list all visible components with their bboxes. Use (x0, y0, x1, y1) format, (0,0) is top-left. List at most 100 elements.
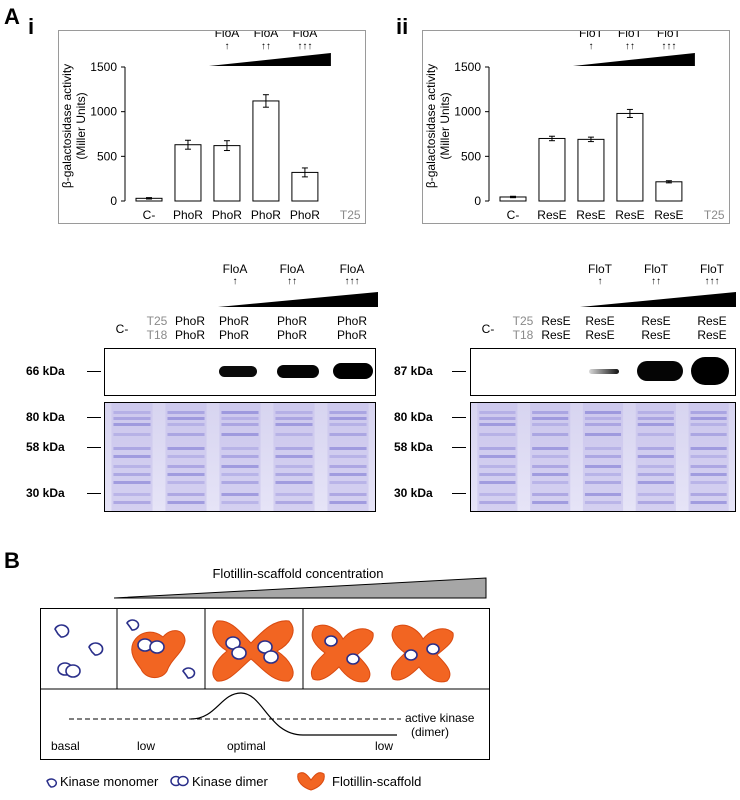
blot-ii-lane1-bottom: ResE (541, 328, 571, 342)
gel-ii-lane-2-band-0 (584, 411, 622, 414)
gel-i-lane-4-band-4 (329, 447, 367, 450)
blot-i-coomassie-gel (104, 402, 376, 512)
gel-i-lane-2-band-1 (221, 417, 259, 420)
chart-i-protein-arrow-0: ↑ (224, 41, 229, 52)
chart-i-ytick-label-1: 500 (97, 149, 117, 163)
blot-i-lane4-top: PhoR (336, 314, 368, 328)
gel-ii-lane-1-band-8 (532, 481, 569, 484)
gel-i-lane-3-band-2 (275, 423, 313, 426)
legend-dimer: Kinase dimer (192, 774, 268, 789)
legend: Kinase monomer Kinase dimer Flotillin-sc… (44, 770, 484, 792)
gel-ii-lane-4-band-10 (690, 501, 727, 504)
gel-i-lane-4-band-0 (329, 411, 367, 414)
gel-ii-lane-2-band-6 (584, 465, 622, 468)
chart-ii-protein-label-0: FloT (579, 31, 604, 40)
blot-ii-lane3-top: ResE (641, 314, 671, 328)
gel-ii-lane-1-band-3 (532, 433, 569, 436)
blot-i-western (104, 348, 376, 396)
blot-ii-lane-neg: C- (481, 322, 495, 336)
gel-i-lane-2-band-10 (221, 501, 259, 504)
chart-i-frame: β-galactosidase activity (Miller Units) … (58, 26, 366, 236)
gradient-label: Flotillin-scaffold concentration (212, 566, 384, 581)
chart-i-bar-1 (174, 144, 202, 202)
low-monomer-icon-1 (126, 619, 140, 631)
gel-ii-lane-0-band-8 (479, 481, 516, 484)
gel-ii-lane-2-band-8 (584, 481, 622, 484)
blot-i-arrow-2: ↑↑ (287, 276, 297, 287)
chart-i-ytick-label-3: 1500 (90, 60, 117, 74)
gel-ii-lane-1-band-2 (532, 423, 569, 426)
blot-ii-arrow-3: ↑↑↑ (704, 276, 720, 287)
blot-ii-tag-t18: T18 (512, 328, 534, 342)
blot-ii-header: FloT FloT FloT ↑ ↑↑ ↑↑↑ C- T25 T18 ResE … (476, 262, 740, 352)
chart-i-protein-arrow-2: ↑↑↑ (297, 41, 312, 52)
chart-i-protein-label-2: FloA (293, 31, 318, 40)
gel-ii-tick-80 (452, 417, 466, 418)
blot-ii-coomassie-gel (470, 402, 736, 512)
gel-ii-lane-0-band-6 (479, 465, 516, 468)
gel-i-lane-4-band-8 (329, 481, 367, 484)
dimer-icon (170, 775, 189, 787)
gel-i-lane-1-band-2 (167, 423, 205, 426)
chart-i-bar-3 (252, 100, 280, 202)
gel-i-lane-4-band-1 (329, 417, 367, 420)
gel-ii-lane-0-band-2 (479, 423, 516, 426)
gel-i-lane-4-band-6 (329, 465, 367, 468)
panel-aii-letter: ii (396, 14, 409, 39)
gel-ii-lane-4-band-4 (690, 447, 727, 450)
gel-ii-lane-3-band-6 (637, 465, 674, 468)
gel-i-lane-3-band-1 (275, 417, 313, 420)
gel-i-lane-1 (165, 403, 207, 511)
chart-i-xlabel-3-line1: PhoR (251, 208, 281, 222)
gel-ii-lane-1 (530, 403, 571, 511)
chart-ii-ytick-label-0: 0 (474, 194, 481, 208)
chart-i-xlabel-4-line1: PhoR (290, 208, 320, 222)
gel-i-lane-0-band-6 (113, 465, 151, 468)
blot-i-tag-t25: T25 (146, 314, 168, 328)
chart-ii-bar-3 (616, 112, 644, 202)
gel-i-lane-2-band-8 (221, 481, 259, 484)
blot-ii-lane3-bottom: ResE (641, 328, 671, 342)
blot-i-header: FloA FloA FloA ↑ ↑↑ ↑↑↑ C- T25 T18 PhoR … (110, 262, 380, 352)
gel-ii-lane-1-band-4 (532, 447, 569, 450)
gel-ii-lane-4-band-8 (690, 481, 727, 484)
blot-i-gel-kda-30: 30 kDa (26, 486, 65, 500)
gel-ii-lane-0-band-0 (479, 411, 516, 414)
gel-i-lane-3 (273, 403, 315, 511)
blot-i-gel-kda-58: 58 kDa (26, 440, 65, 454)
chart-i-ytick-label-0: 0 (110, 194, 117, 208)
chart-i-protein-label-0: FloA (215, 31, 240, 40)
monomer-icon (46, 778, 58, 788)
gel-ii-lane-3-band-0 (637, 411, 674, 414)
chart-i-gradient-wedge (208, 53, 331, 66)
gel-ii-lane-4-band-9 (690, 493, 727, 496)
gel-ii-lane-0-band-1 (479, 417, 516, 420)
low-scaffold-icon (131, 630, 186, 678)
blot-i-band-1 (219, 366, 257, 377)
blot-i-band-3 (333, 363, 373, 379)
state-low-1: low (137, 739, 156, 753)
panel-a-letter: A (4, 4, 20, 29)
blot-i-tag-t18: T18 (146, 328, 168, 342)
gel-i-lane-0-band-3 (113, 433, 151, 436)
gel-ii-lane-4-band-5 (690, 455, 727, 458)
gel-ii-tick-30 (452, 493, 466, 494)
chart-ii-tag-bottom: T18 (704, 222, 725, 223)
gel-ii-lane-0-band-9 (479, 493, 516, 496)
gel-ii-lane-4-band-1 (690, 417, 727, 420)
gel-ii-lane-2-band-1 (584, 417, 622, 420)
gel-i-lane-2-band-9 (221, 493, 259, 496)
blot-ii-band-2 (637, 361, 683, 381)
gel-i-lane-2 (219, 403, 261, 511)
chart-i-bar-2 (213, 145, 241, 202)
gel-ii-lane-1-band-10 (532, 501, 569, 504)
blot-ii-gel-kda-58: 58 kDa (394, 440, 433, 454)
gel-ii-lane-1-band-5 (532, 455, 569, 458)
gel-ii-lane-2-band-10 (584, 501, 622, 504)
gel-ii-lane-0-band-10 (479, 501, 516, 504)
chart-i: β-galactosidase activity (Miller Units) … (60, 26, 361, 236)
gel-ii-lane-4-band-3 (690, 433, 727, 436)
gel-i-lane-0-band-4 (113, 447, 151, 450)
basal-monomer-icon-1 (54, 624, 70, 638)
chart-ii-xlabel-4-line1: ResE (654, 208, 683, 222)
